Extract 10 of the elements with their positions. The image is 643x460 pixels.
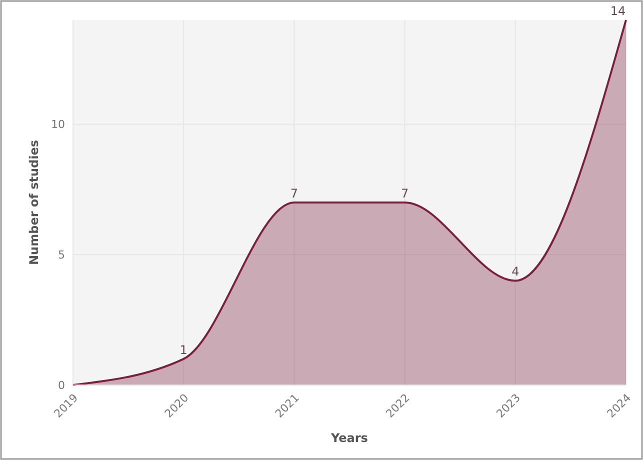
data-label: 4	[512, 264, 520, 279]
y-tick-label: 0	[58, 378, 65, 392]
data-label: 1	[180, 342, 188, 357]
x-axis-title: Years	[330, 431, 368, 445]
data-label: 14	[610, 4, 626, 18]
y-tick-label: 10	[51, 118, 65, 132]
y-tick-label: 5	[58, 248, 65, 262]
data-label: 7	[400, 186, 409, 200]
y-axis-title: Number of studies	[27, 140, 41, 265]
data-label: 7	[290, 186, 298, 200]
